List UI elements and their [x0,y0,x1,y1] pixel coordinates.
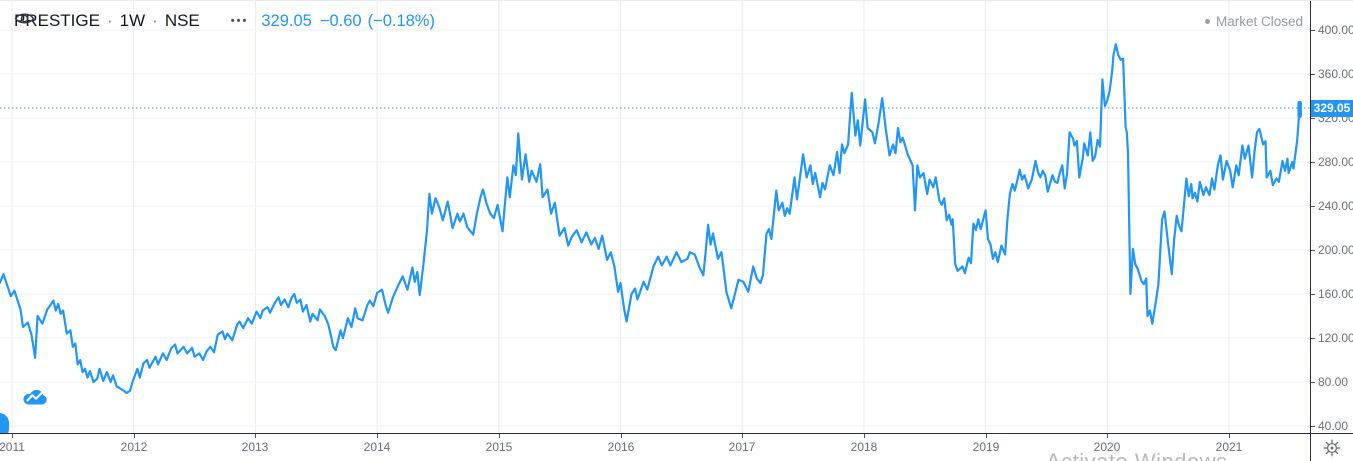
price-tick [1311,30,1315,31]
price-tick [1311,74,1315,75]
legend-separator: · [106,11,113,30]
price-axis-label: 120.00 [1318,331,1353,345]
time-tick [864,434,865,438]
time-axis-label: 2017 [728,440,756,454]
price-tick [1311,294,1315,295]
gear-icon[interactable] [1323,439,1341,457]
price-axis-label: 280.00 [1318,155,1353,169]
time-axis-border [0,433,1353,434]
market-status-label: Market Closed [1215,14,1303,29]
price-change-value: −0.60 [319,11,362,30]
price-axis[interactable]: 329.05 400.00 360.00 320.00 280.00 240.00 200… [1311,1,1353,433]
time-axis-label: 2021 [1215,440,1243,454]
price-tick [1311,118,1315,119]
exchange-label[interactable]: NSE [164,11,200,30]
more-options-icon[interactable]: ••• [230,15,249,27]
price-axis-label: 200.00 [1318,243,1353,257]
last-bar-marker [1297,101,1302,118]
price-line-series[interactable] [0,43,1301,395]
time-tick [377,434,378,438]
price-axis-label: 40.00 [1318,419,1349,433]
time-axis-label: 2011 [0,440,25,454]
time-axis-label: 2015 [485,440,513,454]
time-axis-label: 2012 [120,440,148,454]
price-series-svg [0,1,1310,433]
time-axis[interactable]: 2011 2012 2013 2014 2015 2016 2017 2018 2019 2020… [0,434,1310,461]
chart-plot-area[interactable]: PRESTIGE · 1W · NSE ••• 329.05 −0.60 (−0… [0,1,1310,433]
last-price-value: 329.05 [261,11,312,30]
current-price-badge: 329.05 [1311,100,1353,117]
price-tick [1311,206,1315,207]
symbol-title[interactable]: PRESTIGE [14,11,100,30]
price-tick [1311,162,1315,163]
market-status-dot-icon [1204,19,1210,24]
axis-settings-corner [1311,434,1353,461]
time-tick [621,434,622,438]
price-tick [1311,250,1315,251]
time-tick [255,434,256,438]
time-tick [12,434,13,438]
time-tick [134,434,135,438]
time-tick [742,434,743,438]
time-axis-label: 2020 [1093,440,1121,454]
market-status: Market Closed [1204,14,1303,29]
legend-separator: · [152,11,158,30]
time-axis-label: 2018 [850,440,878,454]
price-tick [1311,338,1315,339]
time-tick [1229,434,1230,438]
price-change-percent: (−0.18%) [367,11,435,30]
price-tick [1311,382,1315,383]
time-tick [1107,434,1108,438]
price-axis-label: 400.00 [1318,23,1353,37]
time-tick [986,434,987,438]
time-tick [499,434,500,438]
price-axis-label: 240.00 [1318,199,1353,213]
time-axis-label: 2016 [607,440,635,454]
price-axis-label: 160.00 [1318,287,1353,301]
time-axis-label: 2019 [972,440,1000,454]
price-axis-border [1310,1,1311,461]
interval-label[interactable]: 1W [119,11,146,30]
price-axis-label: 360.00 [1318,67,1353,81]
activate-windows-watermark: Activate Windows [1046,449,1228,461]
price-tick [1311,426,1315,427]
time-axis-label: 2013 [241,440,269,454]
left-edge-blue-badge[interactable] [0,413,9,433]
symbol-legend: PRESTIGE · 1W · NSE ••• 329.05 −0.60 (−0… [14,11,435,31]
price-axis-label: 80.00 [1318,375,1349,389]
time-axis-label: 2014 [363,440,391,454]
